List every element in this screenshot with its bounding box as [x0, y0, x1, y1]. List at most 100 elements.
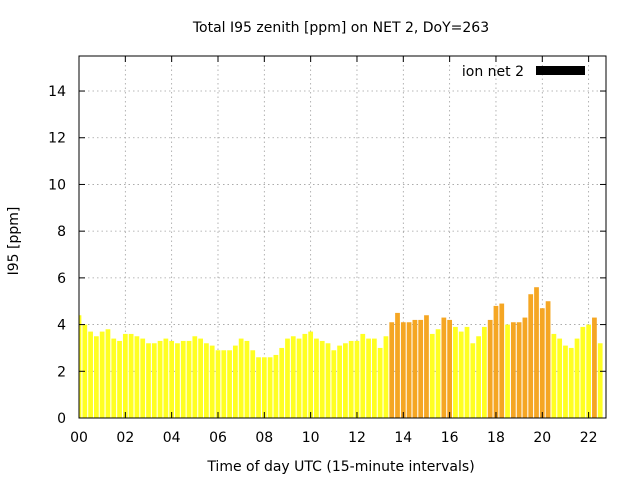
bar [516, 322, 522, 418]
bar [238, 338, 244, 418]
bar [551, 333, 557, 418]
bar [505, 324, 510, 418]
bar [574, 338, 580, 418]
bar [343, 343, 348, 418]
bar [175, 343, 180, 418]
bar [140, 338, 146, 418]
bar [105, 329, 111, 418]
bar [215, 350, 221, 418]
bar [256, 357, 261, 418]
y-axis-label: I95 [ppm] [6, 207, 22, 276]
bar [522, 317, 528, 418]
bar [563, 345, 568, 418]
bar-series [79, 287, 603, 418]
y-tick-label: 2 [57, 364, 66, 380]
bar [244, 340, 250, 418]
axis-ticks [78, 56, 606, 419]
bar [493, 305, 499, 418]
bar [180, 340, 186, 418]
bar [586, 324, 592, 418]
bar [209, 345, 215, 418]
bar [308, 331, 314, 418]
x-tick-label: 12 [348, 430, 366, 446]
plot-frame [78, 55, 607, 419]
bar [400, 322, 406, 418]
bar [389, 322, 395, 418]
bar [99, 331, 105, 418]
bar [366, 338, 371, 418]
bar [354, 340, 360, 418]
y-tick-label: 4 [57, 318, 66, 334]
bar [285, 338, 290, 418]
bar [360, 333, 366, 418]
x-tick-label: 00 [70, 430, 88, 446]
bar [424, 315, 429, 418]
bar [528, 294, 534, 418]
bar [273, 354, 279, 418]
bar [348, 340, 354, 418]
bar [441, 317, 447, 418]
bar [487, 319, 493, 418]
bar [464, 326, 470, 418]
x-tick-labels: 00 02 04 06 08 10 12 14 16 18 20 22 [70, 430, 597, 446]
y-tick-label: 12 [48, 131, 66, 147]
bar [192, 336, 198, 418]
y-tick-label: 6 [57, 271, 66, 287]
bar [331, 350, 337, 418]
bar [79, 315, 82, 418]
x-axis-label: Time of day UTC (15-minute intervals) [206, 459, 474, 475]
bar [395, 312, 400, 418]
bar [117, 340, 122, 418]
bar [157, 340, 163, 418]
bar [568, 347, 574, 418]
x-tick-label: 16 [441, 430, 459, 446]
bar [325, 343, 331, 418]
bar [221, 350, 227, 418]
bar [146, 343, 151, 418]
y-tick-label: 14 [48, 84, 66, 100]
bar [296, 338, 302, 418]
bar [111, 338, 117, 418]
bar [476, 336, 481, 418]
bar [470, 343, 476, 418]
x-tick-label: 02 [116, 430, 134, 446]
x-tick-label: 06 [209, 430, 227, 446]
x-tick-label: 08 [255, 430, 273, 446]
bar [186, 340, 192, 418]
bar [383, 336, 389, 418]
bar [128, 333, 134, 418]
bar [557, 338, 563, 418]
legend-label: ion net 2 [462, 64, 524, 80]
legend: ion net 2 [462, 64, 585, 80]
bar [482, 326, 487, 418]
bar [580, 326, 586, 418]
bar [134, 336, 140, 418]
bar [88, 331, 93, 418]
x-tick-label: 22 [580, 430, 598, 446]
x-tick-label: 10 [302, 430, 320, 446]
y-tick-labels: 0 2 4 6 8 10 12 14 [48, 84, 66, 427]
bar [169, 340, 175, 418]
bar [232, 345, 238, 418]
bar [539, 308, 545, 418]
y-tick-label: 10 [48, 177, 66, 193]
bar [458, 331, 464, 418]
bar [337, 345, 342, 418]
y-tick-label: 0 [57, 411, 66, 427]
bar [545, 301, 551, 418]
bar [163, 338, 169, 418]
x-tick-label: 04 [163, 430, 181, 446]
x-tick-label: 18 [487, 430, 505, 446]
bar [499, 303, 505, 418]
bar [453, 326, 458, 418]
bar [204, 343, 209, 418]
bar [302, 333, 308, 418]
legend-swatch [536, 66, 585, 75]
chart-title: Total I95 zenith [ppm] on NET 2, DoY=263 [192, 20, 489, 36]
bar [319, 340, 325, 418]
bar [314, 338, 319, 418]
bar [151, 343, 157, 418]
bar [418, 319, 424, 418]
bar [267, 357, 273, 418]
